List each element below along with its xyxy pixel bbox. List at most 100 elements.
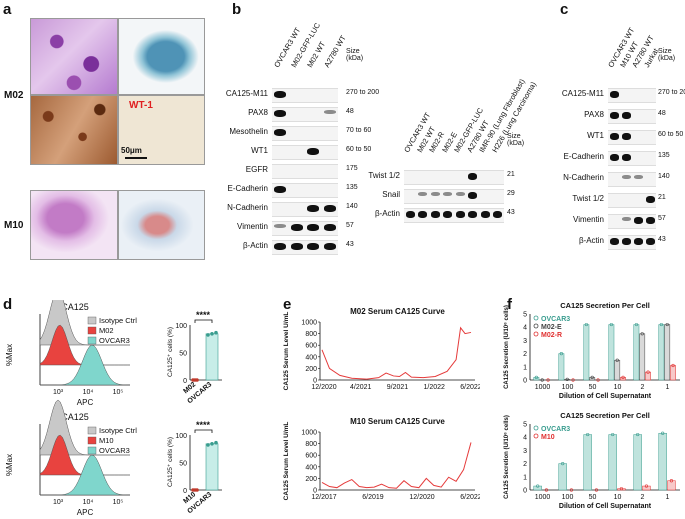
bar-ytick: 3	[523, 448, 527, 455]
blot-band	[645, 217, 655, 224]
histogram-ylabel: %Max	[5, 454, 14, 476]
blot-strip	[608, 193, 656, 208]
bar-ytick: 1	[523, 474, 527, 481]
size-marker: 48	[658, 110, 666, 117]
secretion-bar	[658, 324, 665, 381]
size-marker: 48	[346, 108, 354, 115]
secretion-point	[544, 488, 549, 492]
bar-ytick: 1	[523, 364, 527, 371]
blot-band	[621, 217, 631, 221]
line-ytick: 600	[305, 453, 317, 460]
bar-ytick: 3	[523, 338, 527, 345]
blot-band	[323, 243, 336, 250]
bar-ylabel: CA125⁺ cells (%)	[167, 437, 174, 487]
secretion-bar	[645, 371, 651, 381]
legend-swatch	[87, 426, 97, 435]
blot-row-label: PAX8	[248, 108, 268, 117]
blot-band	[468, 211, 478, 218]
blot-band	[323, 205, 336, 212]
line-xtick: 12/2017	[311, 494, 336, 501]
secretion-bar	[633, 434, 642, 491]
bar-ytick: 0	[183, 378, 187, 385]
line-xtick: 1/2022	[424, 384, 446, 391]
blot-row-label: Twist 1/2	[572, 194, 604, 203]
secretion-point	[669, 479, 674, 483]
blot-band	[468, 192, 478, 199]
size-marker: 140	[346, 203, 358, 210]
secretion-point	[671, 363, 675, 368]
bar-ytick: 5	[523, 422, 527, 429]
bar-point	[206, 443, 210, 447]
blot-band	[633, 175, 643, 179]
he-micrograph-m10	[30, 190, 118, 260]
secretion-bar	[583, 434, 592, 491]
blot-row-label: E-Cadherin	[227, 184, 268, 193]
bar-ytick: 100	[175, 323, 187, 330]
legend-marker	[533, 331, 539, 337]
legend-marker	[533, 323, 539, 329]
blot-band	[443, 211, 453, 218]
blot-row-label: Snail	[382, 190, 400, 199]
line-ytick: 600	[305, 343, 317, 350]
line-xtick: 6/2019	[362, 494, 384, 501]
cytology-micrograph-m02	[118, 18, 205, 95]
significance-stars: ****	[196, 420, 211, 430]
secretion-point	[561, 462, 565, 466]
blot-strip	[272, 88, 338, 103]
blot-row-label: E-Cadherin	[563, 152, 604, 161]
blot-strip	[272, 145, 338, 160]
secretion-point	[634, 322, 638, 327]
legend-label: Isotype Ctrl	[99, 426, 137, 435]
blot-band	[307, 148, 320, 155]
size-marker: 140	[658, 173, 670, 180]
blot-strip	[272, 202, 338, 217]
blot-band	[468, 173, 478, 180]
bar-point	[214, 330, 218, 335]
secretion-point	[569, 488, 574, 492]
secretion-bar	[658, 432, 667, 491]
blot-band	[274, 243, 287, 250]
bar-xtick: 1000	[535, 494, 551, 501]
blot-strip	[608, 130, 656, 145]
secretion-point	[590, 375, 594, 379]
secretion-point	[586, 432, 590, 437]
legend-label: M10	[541, 434, 555, 441]
secretion-point	[584, 322, 588, 327]
blot-row-label: WT1	[251, 146, 268, 155]
secretion-point	[611, 432, 615, 437]
bar-xtick: 1000	[535, 384, 551, 391]
legend-label: OVCAR3	[99, 446, 130, 455]
blot-strip	[404, 170, 504, 185]
size-header: Size (kDa)	[507, 133, 525, 147]
blot-band	[274, 224, 287, 228]
legend-swatch	[87, 446, 97, 455]
blot-band	[418, 192, 428, 196]
ihc-wt1-micrograph-m02: WT-1 50μm	[118, 95, 205, 165]
bar-ytick: 100	[175, 433, 187, 440]
panel-f-bar-charts: CA125 Secretion Per Cell CA125 Secretion …	[504, 301, 680, 510]
size-marker: 135	[346, 184, 358, 191]
blot-band	[645, 196, 655, 203]
line-ytick: 400	[305, 354, 317, 361]
blot-strip	[272, 221, 338, 236]
size-marker: 60 to 50	[346, 146, 372, 153]
bar-ovcar3	[205, 443, 219, 491]
blot-band	[621, 238, 631, 245]
bar-ylabel: CA125⁺ cells (%)	[167, 327, 174, 377]
histogram-title: CA125	[61, 302, 89, 312]
size-marker: 57	[658, 215, 666, 222]
line-xtick: 9/2021	[387, 384, 409, 391]
legend-swatch	[87, 326, 97, 335]
line-ytick: 1000	[301, 430, 317, 437]
blot-row-label: EGFR	[245, 165, 268, 174]
secretion-bar	[583, 324, 590, 381]
secretion-bar	[533, 485, 542, 491]
bar-xlabel: Dilution of Cell Supernatant	[559, 503, 652, 510]
legend-label: OVCAR3	[99, 336, 130, 345]
secretion-point	[619, 487, 624, 491]
secretion-point	[571, 378, 575, 382]
line-chart-ylabel: CA125 Serum Level U/mL	[283, 312, 290, 391]
size-marker: 270 to 200	[346, 89, 380, 96]
blot-band	[621, 154, 631, 161]
bar-xtick: 1	[666, 384, 670, 391]
